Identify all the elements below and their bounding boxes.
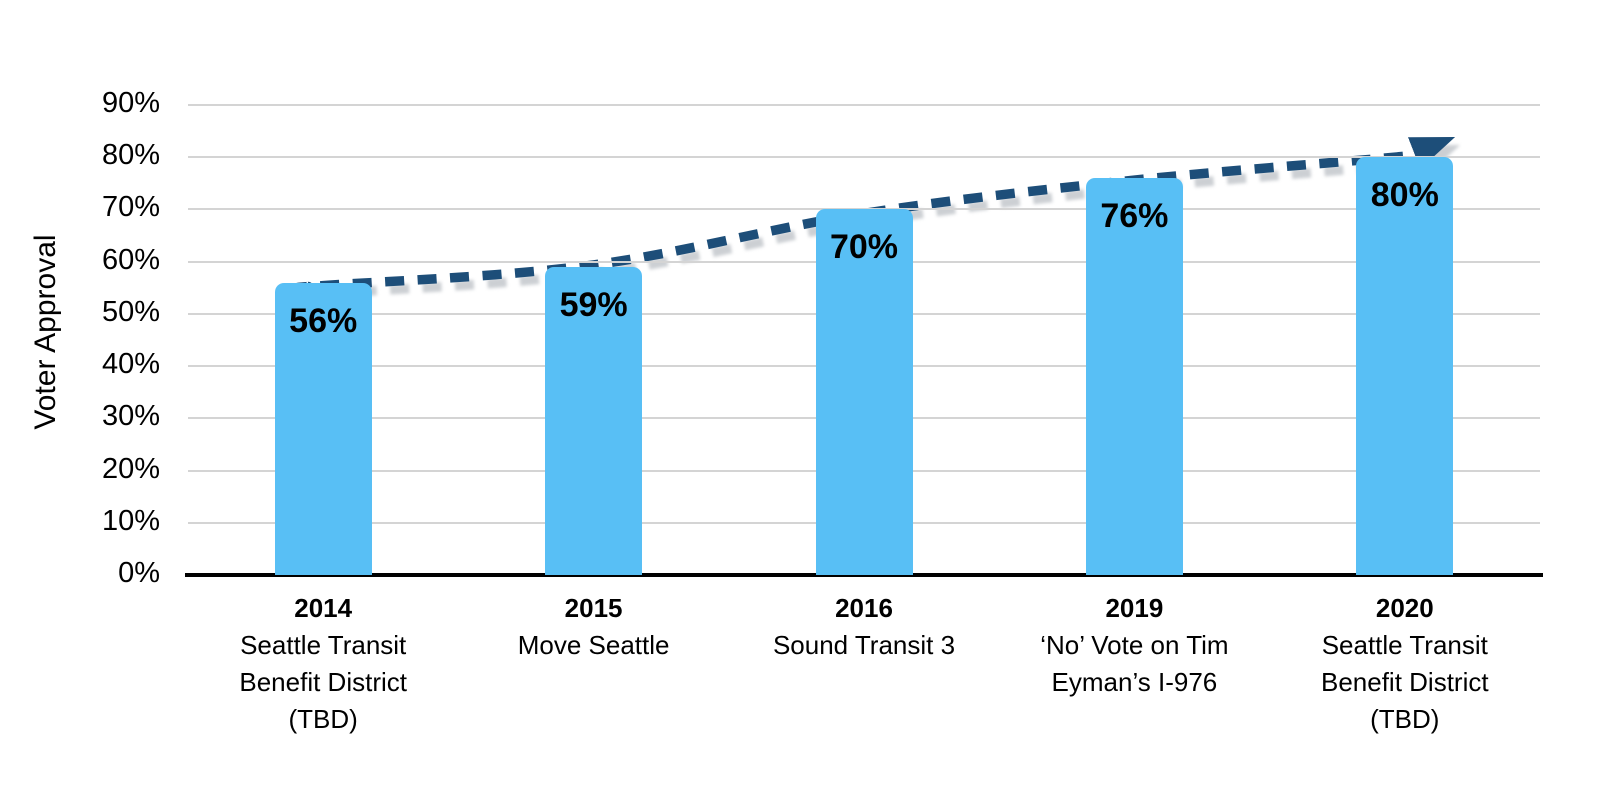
y-tick-label: 20% xyxy=(101,452,160,485)
y-tick-label: 40% xyxy=(101,348,160,381)
category-description-line: Benefit District xyxy=(1320,667,1489,697)
category-year: 2020 xyxy=(1375,593,1434,623)
category-year: 2016 xyxy=(835,593,893,623)
y-tick-label: 0% xyxy=(118,557,160,589)
category-description-line: Eyman’s I-976 xyxy=(1051,667,1218,697)
category-year: 2019 xyxy=(1105,593,1164,623)
y-tick-label: 30% xyxy=(101,400,160,433)
bar-2016: 70% xyxy=(815,209,913,575)
bar-value-label: 56% xyxy=(289,301,358,340)
y-tick-label: 80% xyxy=(101,139,160,172)
x-axis-line xyxy=(185,573,1543,577)
category-description-line: Seattle Transit xyxy=(1321,630,1488,660)
bar-2014: 56% xyxy=(274,282,372,575)
x-category-label-2015: 2015 Move Seattle xyxy=(444,590,744,664)
x-category-label-2016: 2016 Sound Transit 3 xyxy=(714,590,1014,664)
bar-2019: 76% xyxy=(1085,178,1183,575)
x-category-label-2019: 2019 ‘No’ Vote on Tim Eyman’s I-976 xyxy=(984,590,1284,701)
x-category-label-2020: 2020 Seattle Transit Benefit District (TBD) xyxy=(1255,590,1555,738)
category-description-line: ‘No’ Vote on Tim xyxy=(1040,630,1229,660)
bar-value-label: 59% xyxy=(559,285,628,324)
category-year: 2014 xyxy=(294,593,353,623)
category-description-line: Benefit District xyxy=(239,667,407,697)
bar-2015: 59% xyxy=(545,266,643,575)
bar-value-label: 70% xyxy=(829,228,899,267)
x-category-label-2014: 2014 Seattle Transit Benefit District (TBD) xyxy=(173,590,473,738)
y-tick-label: 70% xyxy=(101,191,160,224)
bar-2020: 80% xyxy=(1356,157,1454,575)
bar-value-label: 76% xyxy=(1100,197,1169,236)
category-description-line: Move Seattle xyxy=(517,630,670,660)
y-tick-label: 10% xyxy=(101,504,160,537)
y-tick-label: 50% xyxy=(101,295,160,328)
category-description-line: (TBD) xyxy=(1370,704,1440,734)
gridline-80 xyxy=(188,156,1540,159)
category-year: 2015 xyxy=(564,593,623,623)
y-tick-label: 60% xyxy=(101,243,160,276)
category-description-line: (TBD) xyxy=(288,704,358,734)
category-description-line: Seattle Transit xyxy=(240,630,407,660)
y-tick-label: 90% xyxy=(101,87,160,119)
bar-value-label: 80% xyxy=(1370,176,1439,215)
category-description-line: Sound Transit 3 xyxy=(772,630,956,660)
gridline-90 xyxy=(188,104,1540,106)
